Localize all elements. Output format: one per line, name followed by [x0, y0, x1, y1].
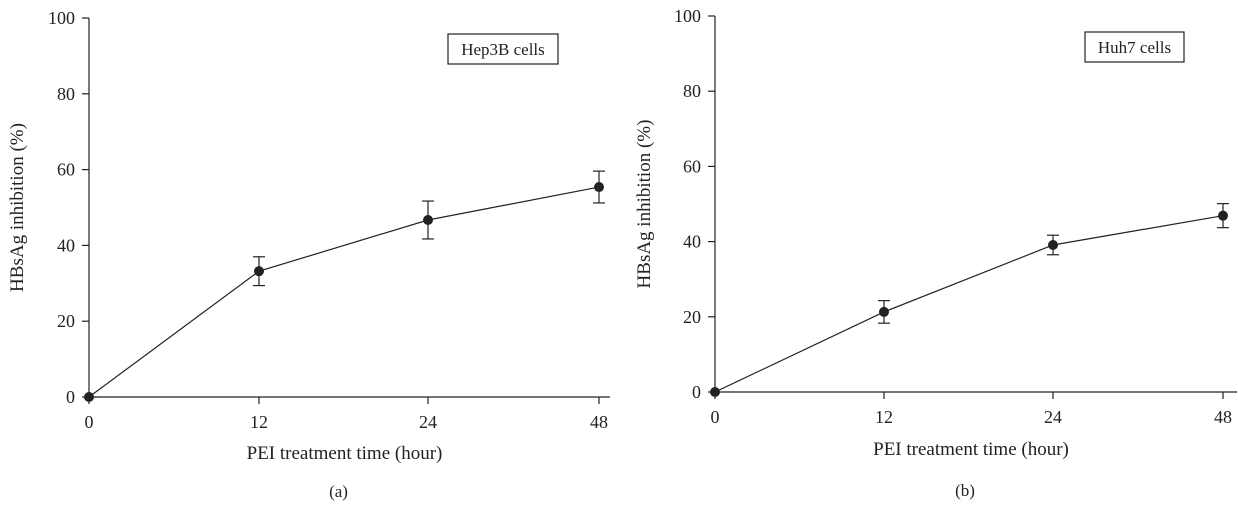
x-axis-title: PEI treatment time (hour) [873, 439, 1069, 460]
y-tick-label: 0 [66, 387, 75, 407]
panel-label: (b) [955, 481, 975, 500]
y-tick-label: 20 [683, 307, 701, 327]
y-tick-label: 20 [57, 311, 75, 331]
data-point [879, 306, 889, 317]
legend-label-hep3b: Hep3B cells [461, 40, 545, 59]
x-tick-label: 12 [250, 412, 268, 432]
panel-b: 0 20 40 60 80 100 0 12 24 48 PEI treatment time (h… [634, 6, 1237, 500]
data-point [1218, 210, 1228, 221]
panel-a: 0 20 40 60 80 100 0 12 24 48 PEI treatment time (h… [7, 8, 610, 501]
x-tick-label: 0 [85, 412, 94, 432]
data-point [84, 392, 94, 402]
x-tick-label: 12 [875, 407, 893, 427]
x-tick-label: 48 [590, 412, 608, 432]
y-tick-label: 40 [57, 235, 75, 255]
y-tick-label: 100 [48, 8, 75, 28]
data-point [594, 182, 604, 193]
x-tick-label: 48 [1214, 407, 1232, 427]
legend-label-huh7: Huh7 cells [1098, 38, 1171, 57]
legend-box [1084, 31, 1185, 63]
data-point [1048, 239, 1058, 250]
x-tick-label: 24 [419, 412, 437, 432]
x-tick-label: 0 [711, 407, 720, 427]
data-point [423, 215, 433, 226]
y-tick-label: 80 [57, 84, 75, 104]
legend-box [447, 33, 559, 65]
y-tick-label: 0 [692, 382, 701, 402]
y-tick-label: 40 [683, 232, 701, 252]
y-tick-label: 60 [57, 160, 75, 180]
series-line [88, 186, 600, 398]
y-tick-label: 100 [674, 6, 701, 26]
x-axis-title: PEI treatment time (hour) [247, 443, 443, 464]
data-point [254, 266, 264, 277]
y-axis-title: HBsAg inhibition (%) [634, 120, 655, 289]
data-point [710, 387, 720, 397]
series-line [714, 215, 1224, 393]
y-tick-label: 80 [683, 81, 701, 101]
panel-label: (a) [329, 482, 348, 501]
y-axis-title: HBsAg inhibition (%) [7, 123, 28, 292]
y-tick-label: 60 [683, 156, 701, 176]
x-tick-label: 24 [1044, 407, 1062, 427]
